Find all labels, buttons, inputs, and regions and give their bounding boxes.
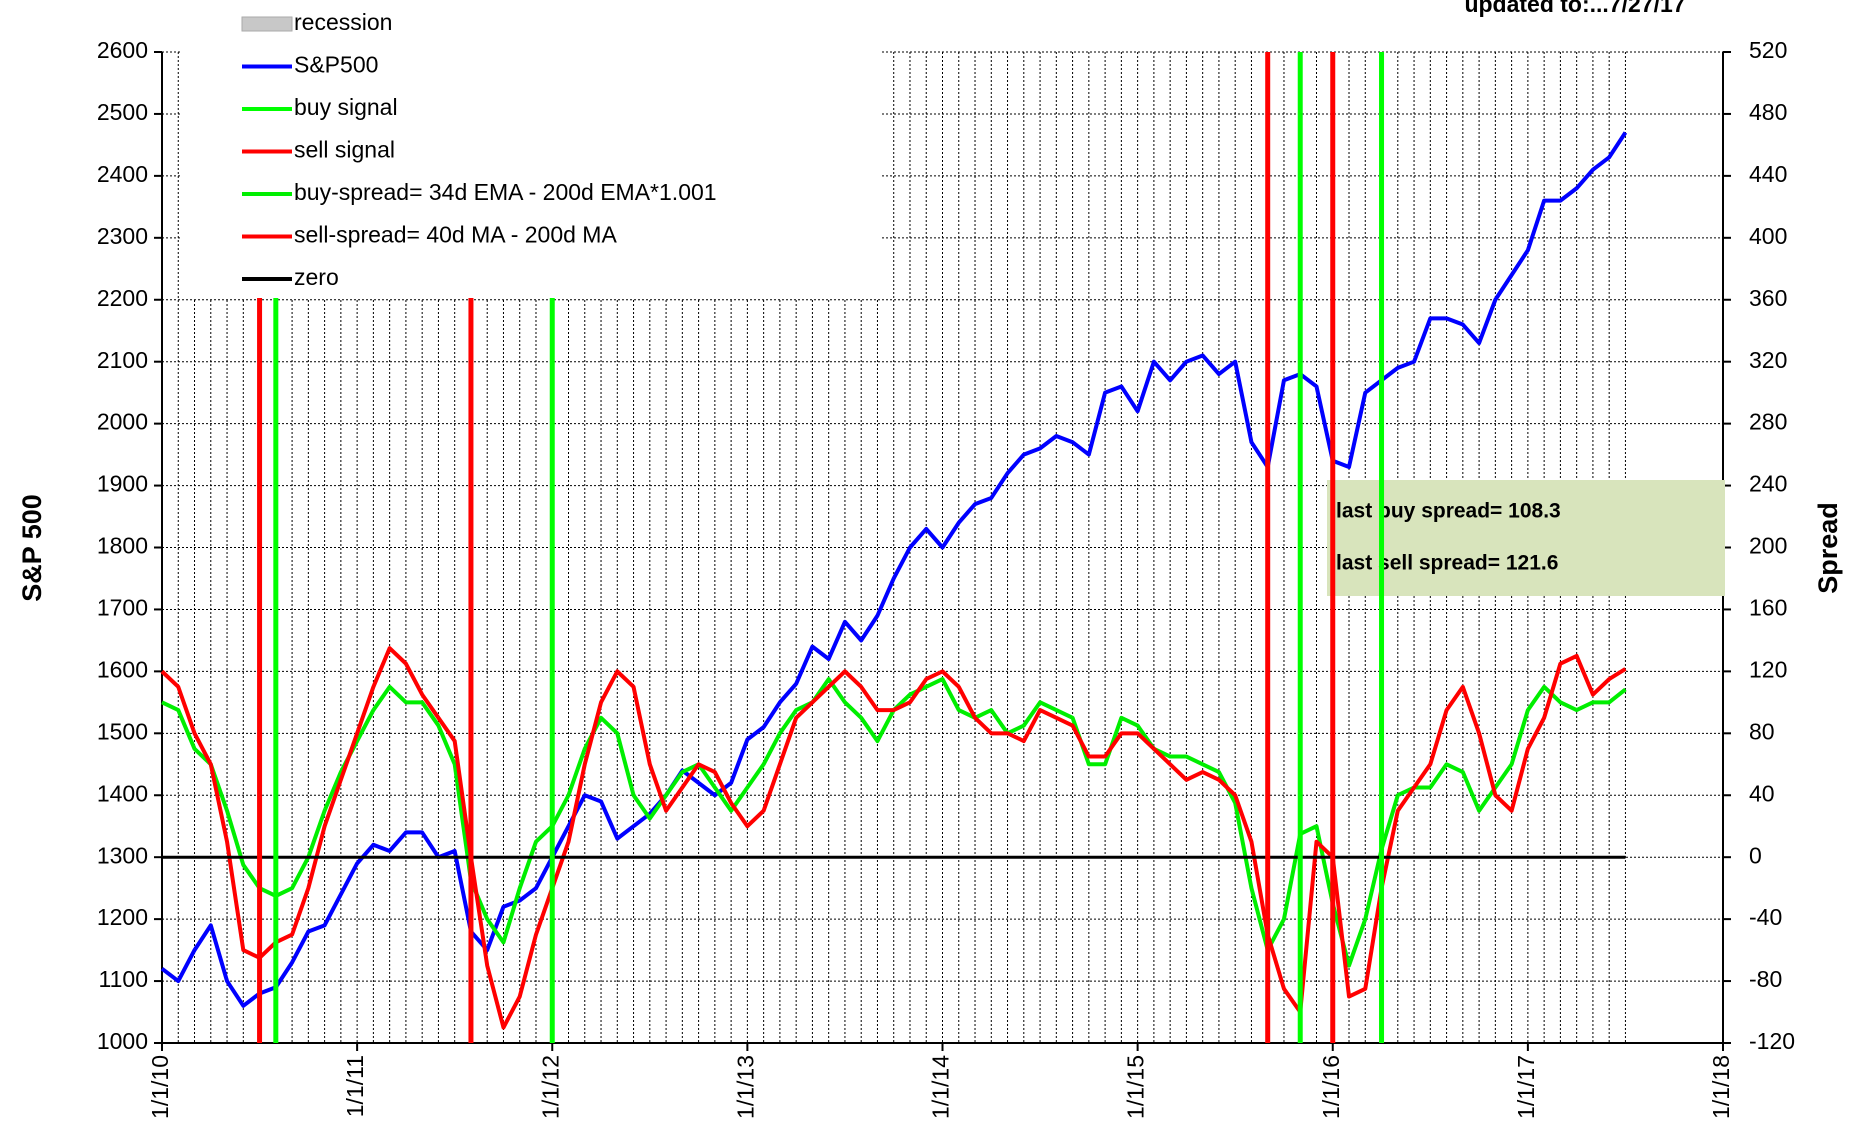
y2-tick-label: 280 [1749,409,1787,435]
y2-tick-label: 320 [1749,347,1787,373]
y2-tick-label: 40 [1749,780,1775,806]
y-tick-label: 2300 [97,223,148,249]
x-tick-label: 1/1/12 [537,1055,563,1119]
y2-tick-label: 120 [1749,656,1787,682]
x-tick-label: 1/1/11 [342,1055,368,1117]
y-tick-label: 1400 [97,780,148,806]
legend-label: S&P500 [294,52,378,78]
y-tick-label: 1900 [97,471,148,497]
annotation: last buy spread= 108.3 [1336,500,1561,523]
y2-tick-label: 400 [1749,223,1787,249]
y2-tick-label: 440 [1749,161,1787,187]
y-axis-title: S&P 500 [17,494,47,602]
x-tick-label: 1/1/14 [928,1055,954,1119]
y2-tick-label: 240 [1749,471,1787,497]
x-tick-label: 1/1/13 [732,1055,758,1119]
x-tick-label: 1/1/17 [1513,1055,1539,1119]
line-series [161,677,1627,968]
y-tick-label: 1200 [97,904,148,930]
y-tick-label: 2100 [97,347,148,373]
y-tick-label: 1000 [97,1028,148,1054]
y-tick-label: 1600 [97,656,148,682]
y-tick-label: 2400 [97,161,148,187]
y2-tick-label: -120 [1749,1028,1795,1054]
y2-tick-label: 480 [1749,99,1787,125]
y-tick-label: 2000 [97,409,148,435]
y-tick-label: 1100 [99,966,148,992]
y2-tick-label: 520 [1749,37,1787,63]
y2-tick-label: 360 [1749,285,1787,311]
legend-label: zero [294,264,339,290]
y2-tick-label: 80 [1749,718,1775,744]
y2-tick-label: -80 [1749,966,1782,992]
legend-label: sell signal [294,137,395,163]
y-tick-label: 2600 [97,37,148,63]
y-tick-label: 1300 [97,842,148,868]
legend-label: sell-spread= 40d MA - 200d MA [294,222,617,248]
annotation-box [1327,480,1725,596]
x-tick-label: 1/1/18 [1708,1055,1734,1119]
legend-swatch [241,16,293,32]
y2-tick-label: 0 [1749,842,1762,868]
y2-tick-label: -40 [1749,904,1782,930]
y-tick-label: 1800 [97,533,148,559]
legend-label: buy signal [294,94,398,120]
y-tick-label: 1500 [97,718,148,744]
legend-box [182,0,880,298]
annotation: last sell spread= 121.6 [1336,552,1558,575]
x-tick-label: 1/1/10 [147,1055,173,1119]
x-tick-label: 1/1/15 [1123,1055,1149,1119]
y-tick-label: 2200 [97,285,148,311]
y-tick-label: 2500 [97,99,148,125]
y2-axis-title: Spread [1813,502,1843,594]
x-tick-label: 1/1/16 [1318,1055,1344,1119]
legend-label: recession [294,9,392,35]
y-tick-label: 1700 [97,595,148,621]
y2-tick-label: 200 [1749,533,1787,559]
y2-tick-label: 160 [1749,595,1787,621]
legend-label: buy-spread= 34d EMA - 200d EMA*1.001 [294,179,717,205]
chart-title: updated to:...7/27/17 [1464,0,1685,17]
